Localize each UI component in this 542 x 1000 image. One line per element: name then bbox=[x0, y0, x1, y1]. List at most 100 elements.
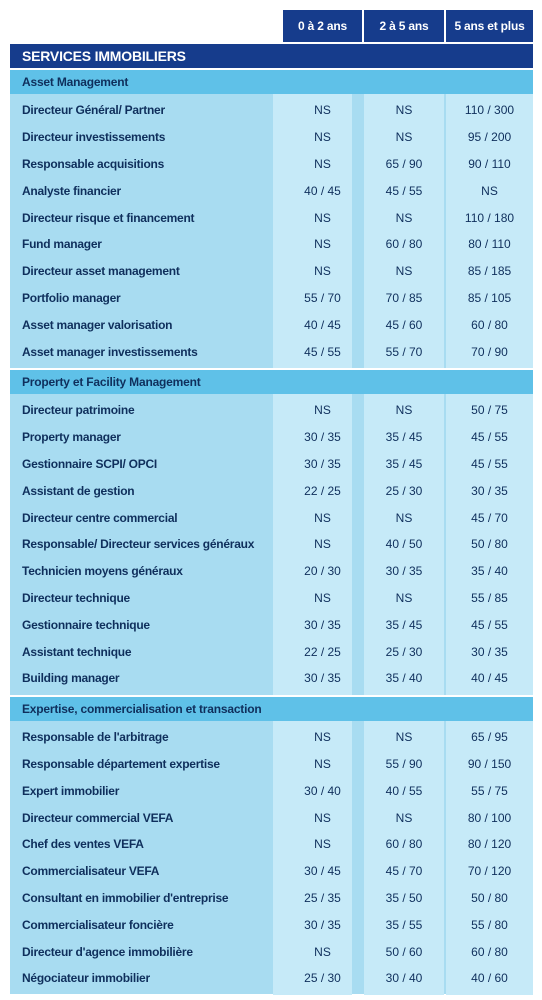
job-title: Directeur patrimoine bbox=[22, 403, 135, 418]
table-row: Technicien moyens généraux 20 / 30 30 / 35… bbox=[10, 558, 533, 585]
salary-cell: 35 / 40 bbox=[471, 564, 508, 579]
job-title: Directeur risque et financement bbox=[22, 210, 195, 225]
column-cell-background bbox=[273, 720, 352, 995]
salary-cell: 30 / 35 bbox=[471, 644, 508, 659]
salary-cell: NS bbox=[395, 103, 413, 118]
salary-cell: NS bbox=[314, 730, 331, 745]
salary-cell: 20 / 30 bbox=[304, 564, 341, 579]
salary-cell: 80 / 120 bbox=[467, 837, 512, 852]
column-cell-background bbox=[446, 94, 533, 368]
salary-cell: 25 / 30 bbox=[385, 483, 423, 498]
salary-cell: 60 / 80 bbox=[471, 944, 508, 959]
column-cell-background bbox=[446, 393, 533, 695]
job-title: Building manager bbox=[22, 671, 120, 686]
table-row: Property manager 30 / 35 35 / 45 45 / 55 bbox=[10, 424, 533, 451]
salary-cell: 30 / 35 bbox=[304, 617, 341, 632]
table-row: Directeur centre commercial NS NS 45 / 70 bbox=[10, 504, 533, 531]
salary-cell: 55 / 75 bbox=[471, 783, 508, 798]
table-row: Responsable département expertise NS 55 / … bbox=[10, 751, 533, 778]
salary-cell: NS bbox=[314, 156, 331, 171]
salary-cell: NS bbox=[395, 730, 413, 745]
salary-cell: 50 / 80 bbox=[471, 537, 508, 552]
salary-cell: 40 / 45 bbox=[471, 671, 508, 686]
salary-cell: NS bbox=[481, 183, 498, 198]
column-header-0-2-years: 0 à 2 ans bbox=[283, 10, 362, 42]
job-title: Assistant de gestion bbox=[22, 483, 135, 498]
salary-cell: 40 / 55 bbox=[385, 783, 423, 798]
job-title: Technicien moyens généraux bbox=[22, 564, 183, 579]
salary-cell: NS bbox=[314, 130, 331, 145]
salary-cell: 30 / 35 bbox=[304, 917, 341, 932]
salary-cell: 30 / 35 bbox=[304, 671, 341, 686]
table-row: Analyste financier 40 / 45 45 / 55 NS bbox=[10, 177, 533, 204]
salary-cell: NS bbox=[314, 103, 331, 118]
salary-cell: 50 / 80 bbox=[471, 890, 508, 905]
salary-cell: 30 / 35 bbox=[385, 564, 423, 579]
salary-cell: 70 / 120 bbox=[467, 864, 512, 879]
table-title: SERVICES IMMOBILIERS bbox=[10, 44, 533, 68]
salary-cell: 35 / 40 bbox=[385, 671, 423, 686]
salary-cell: 30 / 45 bbox=[304, 864, 341, 879]
job-title: Négociateur immobilier bbox=[22, 971, 150, 986]
job-title: Directeur centre commercial bbox=[22, 510, 178, 525]
table-row: Asset manager valorisation 40 / 45 45 / 60… bbox=[10, 311, 533, 338]
salary-cell: 90 / 150 bbox=[467, 756, 512, 771]
table-row: Portfolio manager 55 / 70 70 / 85 85 / 105 bbox=[10, 285, 533, 312]
salary-cell: 80 / 110 bbox=[468, 237, 511, 252]
column-cell-background bbox=[273, 94, 352, 368]
salary-cell: 45 / 60 bbox=[385, 317, 423, 332]
table-row: Chef des ventes VEFA NS 60 / 80 80 / 120 bbox=[10, 831, 533, 858]
salary-cell: 40 / 60 bbox=[471, 971, 508, 986]
salary-cell: NS bbox=[395, 130, 413, 145]
column-cell-background bbox=[364, 94, 444, 368]
column-header-2-5-years: 2 à 5 ans bbox=[364, 10, 444, 42]
job-title: Commercialisateur foncière bbox=[22, 917, 174, 932]
job-title: Directeur asset management bbox=[22, 264, 180, 279]
table-row: Consultant en immobilier d'entreprise 25 … bbox=[10, 885, 533, 912]
salary-cell: 25 / 30 bbox=[304, 971, 341, 986]
salary-cell: 30 / 40 bbox=[304, 783, 341, 798]
salary-cell: 85 / 185 bbox=[467, 264, 512, 279]
salary-cell: NS bbox=[395, 510, 413, 525]
salary-cell: 70 / 90 bbox=[471, 344, 508, 359]
salary-cell: 60 / 80 bbox=[471, 317, 508, 332]
job-title: Directeur d'agence immobilière bbox=[22, 944, 193, 959]
table-row: Fund manager NS 60 / 80 80 / 110 bbox=[10, 231, 533, 258]
section: Expertise, commercialisation et transact… bbox=[10, 696, 533, 995]
section-header: Asset Management bbox=[10, 70, 533, 94]
job-title: Directeur Général/ Partner bbox=[22, 103, 165, 118]
salary-cell: 50 / 75 bbox=[471, 403, 508, 418]
salary-cell: NS bbox=[314, 810, 331, 825]
salary-cell: 22 / 25 bbox=[304, 483, 341, 498]
job-title: Gestionnaire SCPI/ OPCI bbox=[22, 456, 157, 471]
section-header: Expertise, commercialisation et transact… bbox=[10, 696, 533, 721]
table-row: Directeur risque et financement NS NS 110 /… bbox=[10, 204, 533, 231]
salary-cell: 45 / 70 bbox=[385, 864, 423, 879]
salary-cell: 25 / 30 bbox=[385, 644, 423, 659]
salary-cell: 40 / 50 bbox=[385, 537, 423, 552]
table-row: Directeur asset management NS NS 85 / 185 bbox=[10, 258, 533, 285]
job-title: Fund manager bbox=[22, 237, 102, 252]
column-header-5-plus-years: 5 ans et plus bbox=[446, 10, 533, 42]
section: Property et Facility Management Directeur… bbox=[10, 369, 533, 695]
salary-cell: 55 / 70 bbox=[385, 344, 423, 359]
table-row: Asset manager investissements 45 / 55 55 /… bbox=[10, 338, 533, 365]
job-title: Responsable de l'arbitrage bbox=[22, 730, 169, 745]
table-row: Assistant technique 22 / 25 25 / 30 30 / 35 bbox=[10, 638, 533, 665]
job-title: Assistant technique bbox=[22, 644, 132, 659]
salary-cell: NS bbox=[314, 403, 331, 418]
job-title: Responsable département expertise bbox=[22, 756, 220, 771]
section-header: Property et Facility Management bbox=[10, 369, 533, 394]
job-title: Directeur commercial VEFA bbox=[22, 810, 174, 825]
table-row: Responsable de l'arbitrage NS NS 65 / 95 bbox=[10, 724, 533, 751]
job-title: Portfolio manager bbox=[22, 290, 121, 305]
salary-cell: 30 / 35 bbox=[471, 483, 508, 498]
salary-cell: 55 / 85 bbox=[471, 590, 508, 605]
table-row: Directeur commercial VEFA NS NS 80 / 100 bbox=[10, 804, 533, 831]
salary-cell: 55 / 90 bbox=[385, 756, 423, 771]
salary-cell: 95 / 200 bbox=[467, 130, 512, 145]
salary-cell: 55 / 80 bbox=[471, 917, 508, 932]
section-divider bbox=[10, 367, 533, 370]
salary-cell: 65 / 95 bbox=[471, 730, 508, 745]
table-row: Commercialisateur VEFA 30 / 45 45 / 70 70 /… bbox=[10, 858, 533, 885]
